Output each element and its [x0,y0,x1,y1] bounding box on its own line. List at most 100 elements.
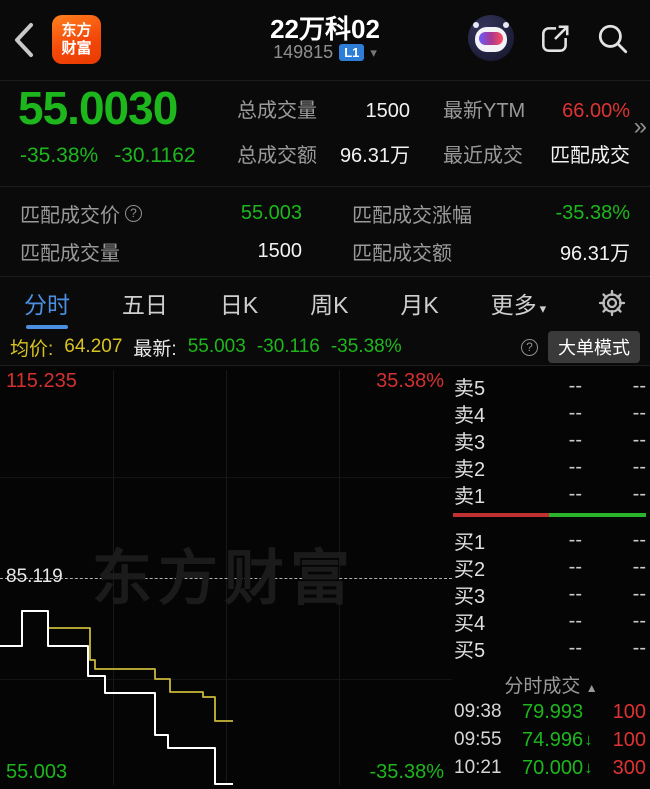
buy-level-5[interactable]: 买5 -- -- [452,635,650,662]
back-chevron-icon [15,23,33,57]
sell-level-1[interactable]: 卖1 -- -- [452,481,650,508]
tab-minute[interactable]: 分时 [24,286,70,329]
chevron-down-icon[interactable]: ▾ [370,44,377,60]
time-sales-list[interactable]: 09:38 79.993 100 09:55 74.996 ↓ 100 10:2… [452,698,650,782]
divider [0,80,650,81]
share-button[interactable] [538,22,572,56]
infobar-right-group: ? 大单模式 [521,331,640,363]
share-icon [542,25,569,52]
tick-volume: 100 [612,700,646,723]
eastmoney-logo: 东方 财富 [52,15,101,64]
grid-line [0,679,452,680]
tick-row: 10:21 70.000 ↓ 300 [452,754,650,782]
robot-horn-icon [503,22,509,28]
avg-price-value: 64.207 [64,336,123,357]
buy5-volume: -- [632,637,646,659]
recent-trade-row: 最近成交 匹配成交 [443,139,630,168]
match-row-1: 匹配成交价 ? 55.003 匹配成交涨幅 -35.38% [0,194,650,232]
tab-more[interactable]: 更多 ▾ [491,286,547,320]
tab-daily-k[interactable]: 日K [219,292,259,318]
match-volume-cell: 匹配成交量 1500 [20,237,302,266]
buy-level-2[interactable]: 买2 -- -- [452,554,650,581]
avg-last-bar: 均价: 64.207 最新: 55.003 -30.116 -35.38% ? … [0,329,650,366]
match-price-label-text: 匹配成交价 [20,204,120,227]
sell1-label: 卖1 [454,486,486,508]
total-volume-label: 总成交量 [237,100,317,122]
recent-trade-label: 最近成交 [443,145,523,167]
buy-levels: 买1 -- -- 买2 -- -- 买3 -- -- 买4 -- -- 买5 - [452,527,650,662]
sell-level-3[interactable]: 卖3 -- -- [452,427,650,454]
total-turnover-value: 96.31万 [339,145,410,167]
more-fields-chevron[interactable]: » [633,113,647,140]
buy2-label: 买2 [454,559,486,581]
change-absolute: -30.1162 [114,144,196,167]
search-button[interactable] [596,22,630,56]
buy-sell-ratio-bar [453,513,646,517]
sell4-label: 卖4 [454,405,486,427]
sell-level-5[interactable]: 卖5 -- -- [452,373,650,400]
robot-horn-icon [473,22,479,28]
header: 东方 财富 22万科02 149815 L1 ▾ [0,0,650,80]
sell1-volume: -- [632,483,646,505]
sell3-label: 卖3 [454,432,486,454]
grid-line [339,370,340,785]
buy-ratio-segment [548,513,646,517]
ytm-label: 最新YTM [443,100,526,122]
last-change-value: -30.116 [256,336,320,357]
tab-monthly-k[interactable]: 月K [400,292,439,318]
sell-level-2[interactable]: 卖2 -- -- [452,454,650,481]
axis-max-price: 115.235 [6,370,77,392]
buy-level-3[interactable]: 买3 -- -- [452,581,650,608]
axis-min-percent: -35.38% [369,761,445,783]
security-code: 149815 [273,42,334,62]
time-sales-header[interactable]: 分时成交 ▲ [452,671,650,698]
quote-volume-column: 总成交量 1500 总成交额 96.31万 [237,94,410,168]
last-price: 55.0030 [18,82,178,134]
big-order-mode-button[interactable]: 大单模式 [548,331,640,363]
axis-min-price: 55.003 [6,761,68,783]
axis-max-percent: 35.38% [376,370,444,392]
buy-level-1[interactable]: 买1 -- -- [452,527,650,554]
tick-row: 09:55 74.996 ↓ 100 [452,726,650,754]
tab-5day[interactable]: 五日 [121,292,168,318]
chevron-down-icon: ▾ [539,301,547,316]
intraday-chart[interactable]: 东方财富 115.235 35.38% 85.119 55.003 -35.38… [0,366,452,787]
logo-line1: 东方 [61,21,92,39]
sell5-label: 卖5 [454,378,486,400]
tab-weekly-k[interactable]: 周K [310,292,349,318]
sell2-volume: -- [632,456,646,478]
sell-ratio-segment [453,513,549,517]
quote-ytm-column: 最新YTM 66.00% 最近成交 匹配成交 [443,94,630,168]
settings-button[interactable] [598,289,626,317]
price-lines-svg [0,610,233,785]
buy5-price: -- [568,637,582,659]
change-percent: -35.38% [20,144,99,167]
chart-tab-bar: 分时 五日 日K 周K 月K 更多 ▾ [0,277,650,329]
buy4-label: 买4 [454,613,486,635]
match-pct-cell: 匹配成交涨幅 -35.38% [352,199,630,228]
page-title: 22万科02 [270,14,380,44]
buy3-price: -- [568,583,582,605]
tick-price: 70.000 [522,756,584,779]
match-price-label: 匹配成交价 ? [20,199,142,228]
average-line [48,627,233,722]
assistant-robot-button[interactable] [468,15,514,61]
security-code-row[interactable]: 149815 L1 ▾ [0,42,650,63]
sell-level-4[interactable]: 卖4 -- -- [452,400,650,427]
watermark: 东方财富 [92,545,356,612]
sell2-label: 卖2 [454,459,486,481]
tick-volume: 300 [612,756,646,779]
sell4-volume: -- [632,402,646,424]
match-price-value: 55.003 [240,201,302,224]
divider [0,186,650,187]
back-button[interactable] [10,20,40,60]
tick-volume: 100 [612,728,646,751]
help-icon[interactable]: ? [521,338,538,356]
price-line [0,610,233,785]
buy3-label: 买3 [454,586,486,608]
buy-level-4[interactable]: 买4 -- -- [452,608,650,635]
help-icon[interactable]: ? [125,204,142,222]
level1-badge[interactable]: L1 [339,44,365,61]
sell4-price: -- [568,402,582,424]
tick-time: 09:38 [454,701,502,722]
